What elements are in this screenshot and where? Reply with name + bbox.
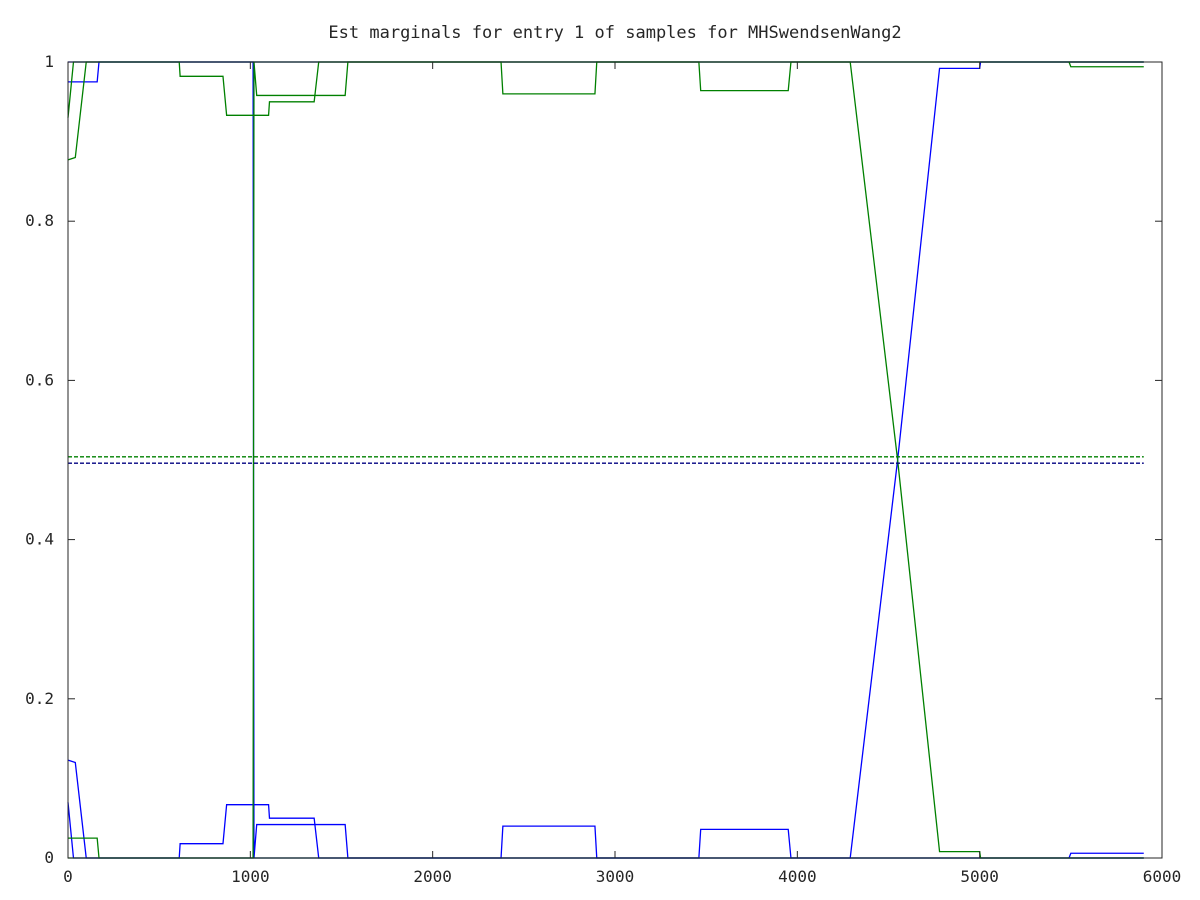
y-tick-label: 0	[44, 848, 54, 867]
x-tick-label: 2000	[413, 867, 452, 886]
series-line-7	[67, 61, 1144, 161]
x-tick-label: 5000	[960, 867, 999, 886]
chart-title: Est marginals for entry 1 of samples for…	[328, 23, 901, 43]
series-line-3	[67, 759, 1144, 859]
y-tick-label: 0.6	[25, 370, 54, 389]
series-line-6	[67, 61, 1144, 118]
series-line-8	[68, 61, 1144, 859]
x-tick-label: 3000	[596, 867, 635, 886]
y-tick-label: 0.4	[25, 530, 54, 549]
series-line-5	[1068, 852, 1144, 859]
series-line-1	[68, 61, 1144, 83]
series-line-2	[67, 802, 1144, 859]
series-line-9	[68, 837, 1144, 859]
x-tick-label: 1000	[231, 867, 270, 886]
series-line-10	[1068, 61, 1144, 68]
x-tick-label: 6000	[1143, 867, 1182, 886]
series-layer	[67, 61, 1144, 859]
x-tick-label: 0	[63, 867, 73, 886]
y-tick-label: 1	[44, 52, 54, 71]
plot-frame	[67, 61, 1163, 859]
y-tick-label: 0.2	[25, 689, 54, 708]
x-tick-label: 4000	[778, 867, 817, 886]
series-line-4	[68, 61, 1144, 859]
ticks-layer: 0 1000 2000 3000 4000 5000 6000 0 0.2 0.4 0.6 0.8 1	[25, 52, 1181, 886]
y-tick-label: 0.8	[25, 211, 54, 230]
